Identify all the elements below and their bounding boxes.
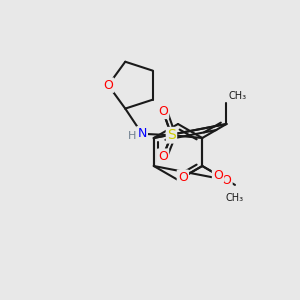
Text: O: O [222, 173, 231, 187]
Text: O: O [103, 79, 113, 92]
Text: S: S [167, 128, 176, 142]
Text: N: N [137, 127, 147, 140]
Text: CH₃: CH₃ [229, 91, 247, 101]
Text: O: O [158, 105, 168, 118]
Text: H: H [128, 131, 136, 141]
Text: O: O [158, 150, 168, 163]
Text: O: O [213, 169, 223, 182]
Text: O: O [178, 171, 188, 184]
Text: CH₃: CH₃ [226, 193, 244, 203]
